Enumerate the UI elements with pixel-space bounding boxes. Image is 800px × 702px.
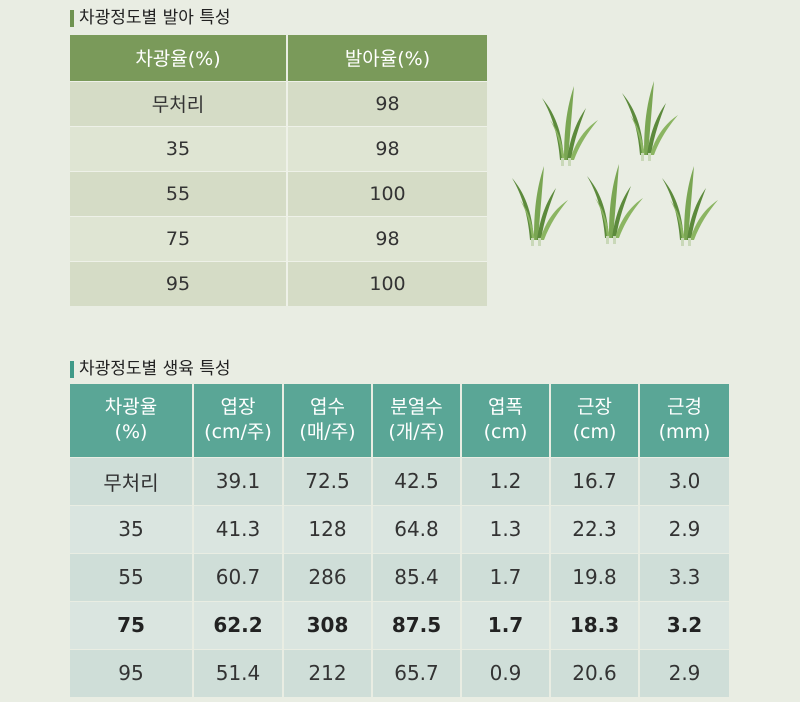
header-root-length: 근장 (cm) xyxy=(550,384,640,457)
cell-germination: 100 xyxy=(287,170,487,216)
cell: 62.2 xyxy=(193,600,284,649)
cell-shading: 무처리 xyxy=(70,80,288,126)
cell: 35 xyxy=(70,504,194,553)
cell: 1.3 xyxy=(461,504,551,553)
cell: 308 xyxy=(283,600,373,649)
cell: 2.9 xyxy=(639,504,729,553)
table-row: 95 51.4 212 65.7 0.9 20.6 2.9 xyxy=(70,648,729,697)
table-row: 35 41.3 128 64.8 1.3 22.3 2.9 xyxy=(70,504,729,553)
cell-germination: 98 xyxy=(287,80,487,126)
header-shading-rate: 차광율(%) xyxy=(70,35,288,81)
cell-shading: 75 xyxy=(70,215,288,261)
cell: 64.8 xyxy=(372,504,462,553)
header-germination-rate: 발아율(%) xyxy=(287,35,487,81)
cell: 60.7 xyxy=(193,552,284,601)
table-row: 75 98 xyxy=(70,215,487,261)
cell: 1.2 xyxy=(461,456,551,505)
table-row: 무처리 39.1 72.5 42.5 1.2 16.7 3.0 xyxy=(70,456,729,505)
grass-seedlings-icon xyxy=(512,81,718,246)
cell: 22.3 xyxy=(550,504,640,553)
header-root-diameter: 근경 (mm) xyxy=(639,384,729,457)
cell: 18.3 xyxy=(550,600,640,649)
table-row: 95 100 xyxy=(70,260,487,306)
growth-table: 차광율 (%) 엽장 (cm/주) 엽수 (매/주) 분열수 (개/주) 엽폭 (cm) … xyxy=(70,384,729,697)
germination-table: 차광율(%) 발아율(%) 무처리 98 35 98 55 100 75 98 … xyxy=(70,35,487,306)
header-tiller-count: 분열수 (개/주) xyxy=(372,384,462,457)
table-row: 55 100 xyxy=(70,170,487,216)
header-leaf-width: 엽폭 (cm) xyxy=(461,384,551,457)
cell-shading: 55 xyxy=(70,170,288,216)
cell: 286 xyxy=(283,552,373,601)
cell: 87.5 xyxy=(372,600,462,649)
cell: 42.5 xyxy=(372,456,462,505)
cell: 1.7 xyxy=(461,552,551,601)
cell: 75 xyxy=(70,600,194,649)
table-row: 무처리 98 xyxy=(70,80,487,126)
cell: 85.4 xyxy=(372,552,462,601)
cell-germination: 100 xyxy=(287,260,487,306)
cell: 212 xyxy=(283,648,373,697)
cell: 95 xyxy=(70,648,194,697)
cell: 2.9 xyxy=(639,648,729,697)
cell: 41.3 xyxy=(193,504,284,553)
cell: 1.7 xyxy=(461,600,551,649)
cell: 55 xyxy=(70,552,194,601)
header-leaf-length: 엽장 (cm/주) xyxy=(193,384,284,457)
germination-section-title: 차광정도별 발아 특성 xyxy=(70,7,231,29)
cell-shading: 35 xyxy=(70,125,288,171)
cell: 0.9 xyxy=(461,648,551,697)
table-row: 35 98 xyxy=(70,125,487,171)
cell: 128 xyxy=(283,504,373,553)
cell: 16.7 xyxy=(550,456,640,505)
cell: 3.3 xyxy=(639,552,729,601)
growth-header-row: 차광율 (%) 엽장 (cm/주) 엽수 (매/주) 분열수 (개/주) 엽폭 (cm) … xyxy=(70,384,729,457)
cell: 65.7 xyxy=(372,648,462,697)
cell: 무처리 xyxy=(70,456,194,505)
header-leaf-count: 엽수 (매/주) xyxy=(283,384,373,457)
germination-header-row: 차광율(%) 발아율(%) xyxy=(70,35,487,81)
cell-germination: 98 xyxy=(287,125,487,171)
growth-section-title: 차광정도별 생육 특성 xyxy=(70,358,231,380)
cell-shading: 95 xyxy=(70,260,288,306)
cell: 51.4 xyxy=(193,648,284,697)
cell: 3.2 xyxy=(639,600,729,649)
cell: 72.5 xyxy=(283,456,373,505)
header-shading-rate: 차광율(%) xyxy=(70,384,194,457)
table-row: 55 60.7 286 85.4 1.7 19.8 3.3 xyxy=(70,552,729,601)
cell: 3.0 xyxy=(639,456,729,505)
cell: 39.1 xyxy=(193,456,284,505)
cell: 20.6 xyxy=(550,648,640,697)
cell: 19.8 xyxy=(550,552,640,601)
table-row-highlighted: 75 62.2 308 87.5 1.7 18.3 3.2 xyxy=(70,600,729,649)
cell-germination: 98 xyxy=(287,215,487,261)
